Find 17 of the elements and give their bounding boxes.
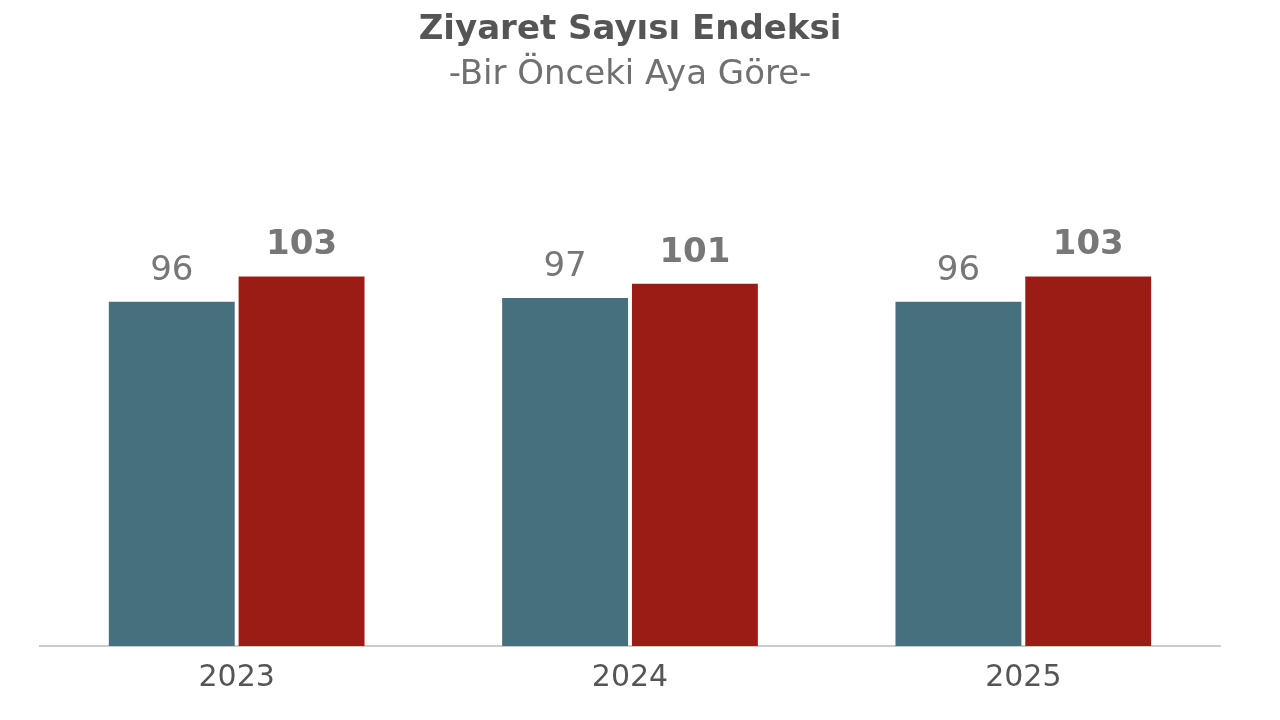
chart-subtitle: -Bir Önceki Aya Göre-: [448, 52, 812, 93]
bar: [1025, 276, 1152, 646]
data-label: 103: [1052, 222, 1124, 263]
chart-title: Ziyaret Sayısı Endeksi: [418, 7, 842, 48]
data-label: 101: [659, 229, 731, 270]
data-label: 97: [543, 243, 587, 284]
data-label: 96: [936, 247, 981, 288]
data-label: 96: [150, 247, 194, 288]
data-label: 103: [266, 222, 338, 263]
x-tick-label: 2024: [591, 657, 669, 693]
x-tick-label: 2023: [198, 657, 275, 693]
x-tick-label: 2025: [985, 657, 1062, 693]
bar: [895, 301, 1022, 646]
bar: [108, 301, 235, 646]
bar: [238, 276, 365, 646]
bar: [502, 298, 629, 646]
bar: [631, 283, 758, 646]
